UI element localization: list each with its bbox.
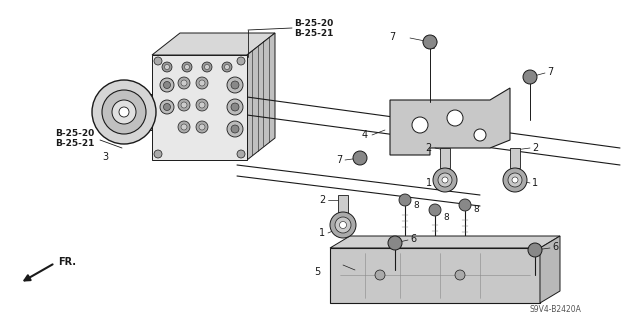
Circle shape	[455, 270, 465, 280]
Circle shape	[178, 99, 190, 111]
Circle shape	[353, 151, 367, 165]
Circle shape	[388, 236, 402, 250]
Circle shape	[202, 62, 212, 72]
Circle shape	[199, 124, 205, 130]
Circle shape	[205, 64, 209, 70]
Text: 8: 8	[413, 201, 419, 210]
Circle shape	[178, 121, 190, 133]
Circle shape	[442, 177, 448, 183]
Circle shape	[237, 150, 245, 158]
Text: S9V4-B2420A: S9V4-B2420A	[530, 306, 582, 315]
Circle shape	[112, 100, 136, 124]
Circle shape	[231, 103, 239, 111]
Circle shape	[335, 217, 351, 233]
Circle shape	[237, 57, 245, 65]
Circle shape	[227, 121, 243, 137]
Circle shape	[231, 125, 239, 133]
Circle shape	[163, 81, 170, 88]
Text: 2: 2	[426, 143, 432, 153]
Circle shape	[399, 194, 411, 206]
Circle shape	[433, 168, 457, 192]
Text: B-25-21: B-25-21	[294, 29, 333, 39]
Circle shape	[423, 35, 437, 49]
Circle shape	[528, 243, 542, 257]
Circle shape	[181, 102, 187, 108]
Circle shape	[178, 77, 190, 89]
Text: 7: 7	[388, 32, 395, 42]
Polygon shape	[247, 33, 275, 160]
Circle shape	[231, 81, 239, 89]
Text: B-25-20: B-25-20	[55, 129, 94, 137]
Circle shape	[508, 173, 522, 187]
Text: 4: 4	[362, 130, 368, 140]
Circle shape	[164, 64, 170, 70]
Circle shape	[163, 103, 170, 110]
Circle shape	[227, 77, 243, 93]
Circle shape	[119, 107, 129, 117]
Circle shape	[162, 62, 172, 72]
Circle shape	[339, 221, 346, 228]
Bar	[134, 94, 152, 130]
Circle shape	[523, 70, 537, 84]
Bar	[330, 248, 540, 303]
Circle shape	[154, 57, 162, 65]
Polygon shape	[390, 88, 510, 155]
Circle shape	[199, 102, 205, 108]
Circle shape	[199, 80, 205, 86]
Text: 1: 1	[319, 228, 325, 238]
Text: 6: 6	[410, 234, 416, 244]
Text: 6: 6	[552, 242, 558, 252]
Polygon shape	[540, 236, 560, 303]
Circle shape	[429, 204, 441, 216]
Circle shape	[160, 78, 174, 92]
Circle shape	[92, 80, 156, 144]
Text: B-25-21: B-25-21	[55, 139, 94, 149]
Text: B-25-20: B-25-20	[294, 19, 333, 27]
Circle shape	[182, 62, 192, 72]
Text: 8: 8	[443, 213, 449, 222]
Text: 5: 5	[314, 267, 320, 277]
Text: 1: 1	[426, 178, 432, 188]
Circle shape	[184, 64, 189, 70]
Circle shape	[459, 199, 471, 211]
Circle shape	[181, 124, 187, 130]
Bar	[338, 195, 348, 213]
Circle shape	[225, 64, 230, 70]
Bar	[510, 148, 520, 168]
Bar	[152, 55, 247, 160]
Circle shape	[447, 110, 463, 126]
Circle shape	[375, 270, 385, 280]
Text: 3: 3	[102, 152, 108, 162]
Circle shape	[512, 177, 518, 183]
Circle shape	[196, 99, 208, 111]
Text: 7: 7	[547, 67, 553, 77]
Circle shape	[474, 129, 486, 141]
Text: FR.: FR.	[58, 257, 76, 267]
Text: 2: 2	[532, 143, 538, 153]
Text: 7: 7	[336, 155, 342, 165]
Circle shape	[222, 62, 232, 72]
Text: 2: 2	[319, 195, 325, 205]
Circle shape	[102, 90, 146, 134]
Circle shape	[154, 150, 162, 158]
Polygon shape	[330, 236, 560, 248]
Text: 8: 8	[473, 205, 479, 214]
Circle shape	[196, 77, 208, 89]
Circle shape	[196, 121, 208, 133]
Circle shape	[181, 80, 187, 86]
Circle shape	[160, 100, 174, 114]
Text: 1: 1	[532, 178, 538, 188]
Circle shape	[330, 212, 356, 238]
Circle shape	[438, 173, 452, 187]
Circle shape	[227, 99, 243, 115]
Polygon shape	[152, 33, 275, 55]
Bar	[440, 148, 450, 168]
Circle shape	[503, 168, 527, 192]
Circle shape	[412, 117, 428, 133]
